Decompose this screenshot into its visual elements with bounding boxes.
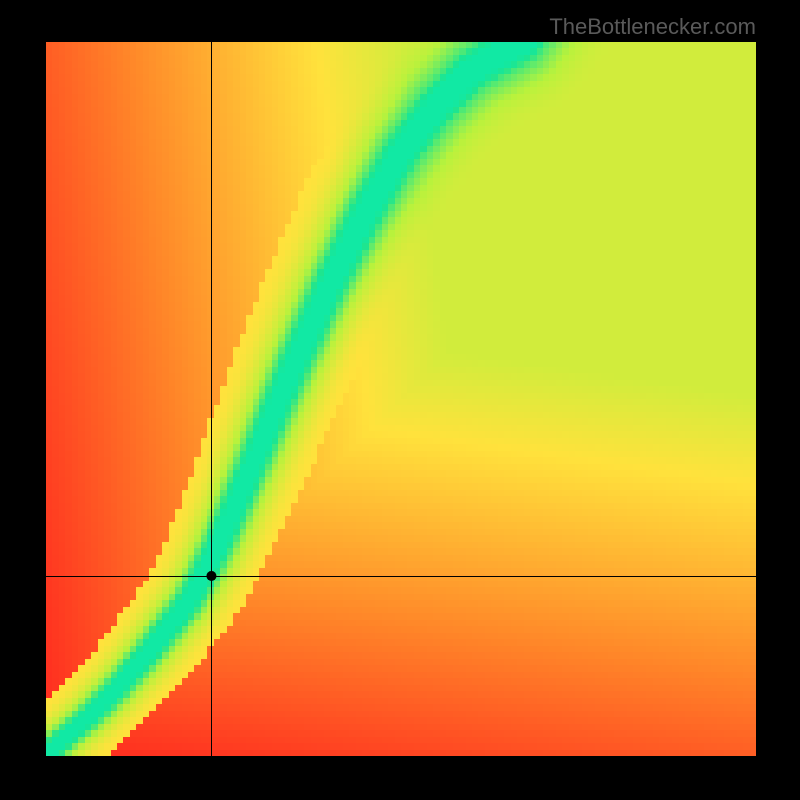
image-root: TheBottlenecker.com [0, 0, 800, 800]
bottleneck-heatmap [46, 42, 756, 756]
watermark-text: TheBottlenecker.com [549, 14, 756, 40]
